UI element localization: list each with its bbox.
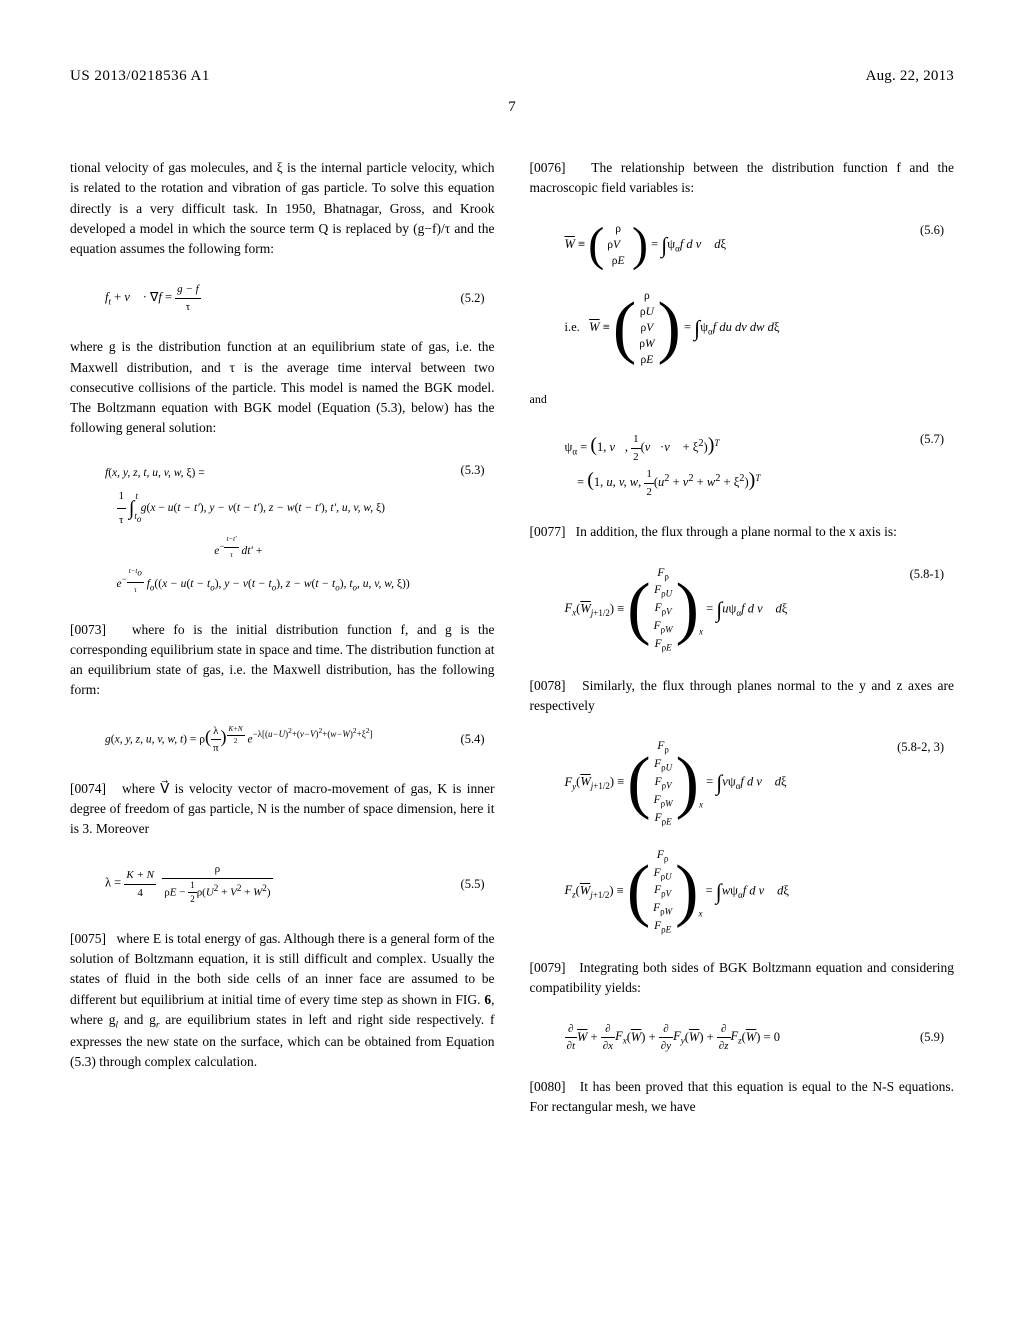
paragraph-0079: [0079] Integrating both sides of BGK Bol… [530, 958, 955, 999]
equation-5-8-1: Fx(Wj+1/2) ≡ ( Fρ FρU FρV FρW FρE ) x = … [530, 565, 955, 654]
paragraph-0074: [0074] where V⃗ is velocity vector of ma… [70, 779, 495, 840]
paragraph-0076: [0076] The relationship between the dist… [530, 158, 955, 199]
paragraph-0073: [0073] where fo is the initial distribut… [70, 620, 495, 701]
equation-5-8-23: Fy(Wj+1/2) ≡ ( Fρ FρU FρV FρW FρE ) x = … [530, 738, 955, 936]
equation-5-9: ∂∂tW + ∂∂xFx(W) + ∂∂yFy(W) + ∂∂zFz(W) = … [530, 1021, 955, 1055]
paragraph-0078: [0078] Similarly, the flux through plane… [530, 676, 955, 717]
equation-5-6: W ≡ ( ρ ρV⃗ ρE ) = ∫ψαf d v⃗ dξ i.e. W ≡ [530, 221, 955, 369]
publication-date: Aug. 22, 2013 [866, 65, 954, 88]
after-52-text: where g is the distribution function at … [70, 337, 495, 438]
equation-5-3: f(x, y, z, t, u, v, w, ξ) = 1τ ∫tot g(x … [70, 461, 495, 598]
right-column: [0076] The relationship between the dist… [530, 158, 955, 1127]
left-column: tional velocity of gas molecules, and ξ … [70, 158, 495, 1127]
equation-5-7: ψα = (1, v⃗, 12(v⃗·v⃗ + ξ2))T = (1, u, v… [530, 430, 955, 500]
and-label: and [530, 390, 955, 408]
equation-5-4: g(x, y, z, u, v, w, t) = ρ(λπ)K+N2 e−λ[(… [70, 723, 495, 757]
paragraph-0080: [0080] It has been proved that this equa… [530, 1077, 955, 1118]
equation-5-2: ft + v⃗ · ∇f = g − fτ (5.2) [70, 281, 495, 315]
paragraph-0077: [0077] In addition, the flux through a p… [530, 522, 955, 542]
intro-text: tional velocity of gas molecules, and ξ … [70, 158, 495, 259]
equation-5-5: λ = K + N4 ρρE − 12ρ(U2 + V2 + W2) (5.5) [70, 861, 495, 907]
page-number: 7 [70, 96, 954, 119]
paragraph-0075: [0075] where E is total energy of gas. A… [70, 929, 495, 1073]
patent-number: US 2013/0218536 A1 [70, 65, 210, 88]
